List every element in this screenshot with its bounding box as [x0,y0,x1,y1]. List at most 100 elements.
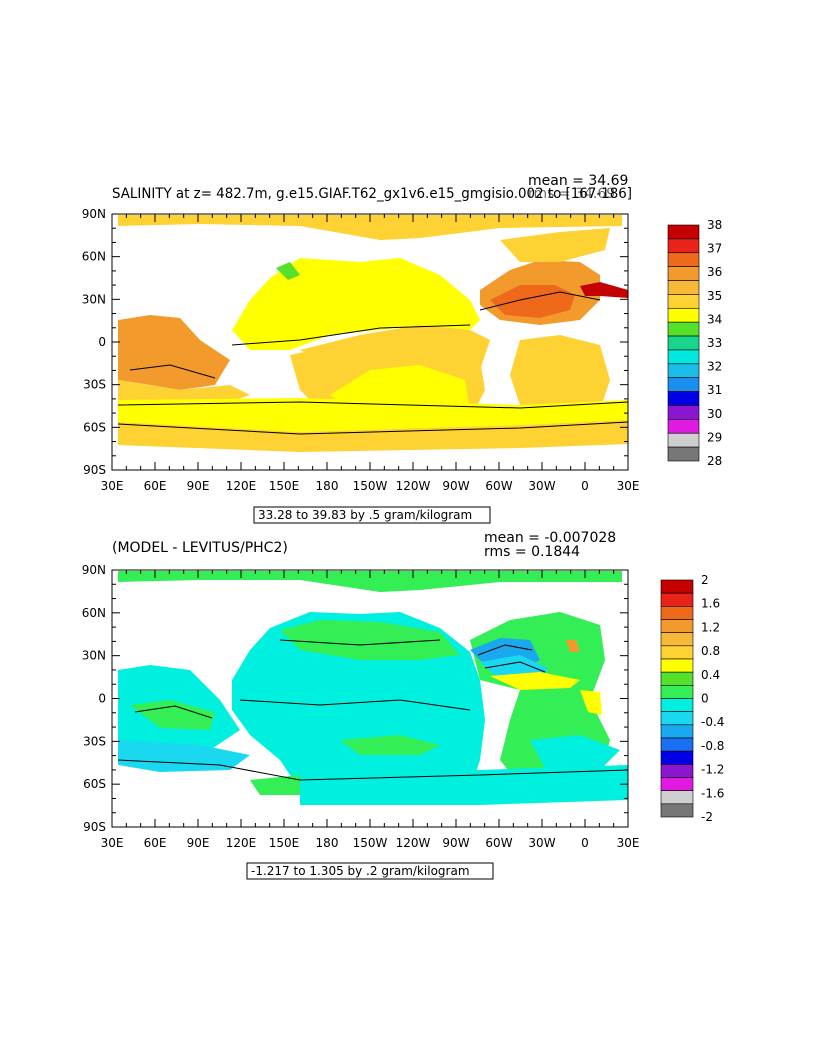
panel1-map: 30E 60E 90E 120E 150E 180 150W 120W 90W 60W 30W 0 30… [82,207,640,493]
colorbar-swatch [667,432,700,448]
okhotsk-patch [276,262,300,280]
colorbar-swatch [660,777,694,791]
x-tick-label: 90W [442,836,469,850]
colorbar-label: 28 [707,454,722,468]
contour-gulf-2 [484,661,546,673]
x-tick-label: 150W [353,836,388,850]
colorbar-swatch [660,671,694,686]
colorbar-label: 35 [707,289,722,303]
indian-ocean [118,315,230,390]
colorbar-swatch [667,224,700,240]
colorbar-label: 34 [707,312,722,326]
x-tick-label: 120W [396,479,431,493]
panel1-title: SALINITY at z= 482.7m, g.e15.GIAF.T62_gx… [112,186,632,202]
colorbar-swatch [660,711,694,726]
y-tick-label: 30S [83,378,106,392]
x-tick-label: 30E [617,479,640,493]
x-tick-label: 30E [101,836,124,850]
contour-gulf-1 [477,644,533,656]
colorbar-swatch [660,579,694,594]
x-tick-label: 90E [187,836,210,850]
x-tick-label: 120E [226,479,257,493]
panel1-range-box [253,506,491,524]
colorbar-label: 37 [707,242,722,256]
north-pacific [232,258,480,350]
contour-southern [117,401,629,409]
x-tick-label: 90W [442,479,469,493]
panel1-contours [117,291,629,435]
arctic-ocean [118,215,622,240]
x-tick-label: 0 [581,479,589,493]
colorbar-swatch [660,698,694,712]
colorbar-label: 0.8 [701,644,720,658]
colorbar-label: -0.4 [701,715,724,729]
panel2-axes: 30E 60E 90E 120E 150E 180 150W 120W 90W 60W 30W 0 30… [82,563,640,850]
indian-ocean-green [130,700,215,730]
x-tick-label: 30W [528,479,555,493]
y-tick-label: 30S [83,734,106,748]
panel2-contours [117,639,629,781]
x-tick-label: 120E [226,836,257,850]
x-tick-label: 60E [144,836,167,850]
x-tick-label: 0 [581,836,589,850]
colorbar-swatch [660,803,694,818]
southern-ocean-diff [118,740,250,772]
colorbar-swatch [660,685,694,699]
mediterranean [580,282,628,298]
panel2-range-box [246,862,494,880]
panel2-mean: mean = -0.007028 [484,530,616,546]
med-orange [566,640,580,652]
labrador-sea [500,228,610,262]
colorbar-swatch [667,377,700,392]
panel-difference: (MODEL - LEVITUS/PHC2) mean = -0.007028 … [82,530,724,880]
colorbar-label: 32 [707,360,722,374]
north-pacific-diff [280,620,460,660]
panel1-axes: 30E 60E 90E 120E 150E 180 150W 120W 90W 60W 30W 0 30… [82,207,640,493]
colorbar-label: -1.2 [701,763,724,777]
contour-indian [129,364,216,379]
colorbar-swatch [660,724,694,739]
colorbar-label: 0 [701,692,709,706]
colorbar-swatch [667,419,700,434]
southern-ocean-band [118,398,628,432]
y-tick-label: 90N [82,563,106,577]
southern-ocean-green-band [340,735,440,755]
indian-ocean-south [118,380,250,402]
colorbar-swatch [667,363,700,379]
x-tick-label: 90E [187,479,210,493]
colorbar-swatch [667,335,700,351]
colorbar-swatch [667,280,700,295]
colorbar-swatch [667,252,700,267]
colorbar-label: 31 [707,383,722,397]
colorbar-label: 30 [707,407,722,421]
x-tick-label: 120W [396,836,431,850]
colorbar-swatch [667,349,700,365]
x-tick-label: 60W [485,479,512,493]
panel2-title: (MODEL - LEVITUS/PHC2) [112,540,288,556]
y-tick-label: 30N [82,292,106,306]
colorbar-label: 33 [707,336,722,350]
panel2-colorbar: 2 1.6 1.2 0.8 0.4 0 -0.4 -0.8 -1.2 -1.6 -2 [660,573,724,824]
y-tick-label: 90S [83,463,106,477]
colorbar-swatch [660,750,694,765]
colorbar-label: 1.6 [701,597,720,611]
colorbar-swatch [660,737,694,752]
x-tick-label: 30E [101,479,124,493]
colorbar-swatch [667,391,700,406]
y-tick-label: 30N [82,649,106,663]
south-atlantic-cyan [530,735,620,770]
x-tick-label: 150E [269,836,300,850]
panel1-mean: mean = 34.69 [528,173,628,189]
x-tick-label: 30E [617,836,640,850]
contour-35-atlantic [479,291,601,311]
colorbar-label: -2 [701,810,713,824]
colorbar-label: 0.4 [701,668,720,682]
x-tick-label: 180 [316,836,339,850]
panel1-rms: rms = 34.69 [528,186,615,202]
colorbar-label: 1.2 [701,620,720,634]
panel1-colorbar: 38 37 36 35 34 33 32 31 30 29 28 [667,218,722,468]
colorbar-swatch [660,632,694,647]
contour-pacific-north [279,639,441,646]
x-tick-label: 150E [269,479,300,493]
